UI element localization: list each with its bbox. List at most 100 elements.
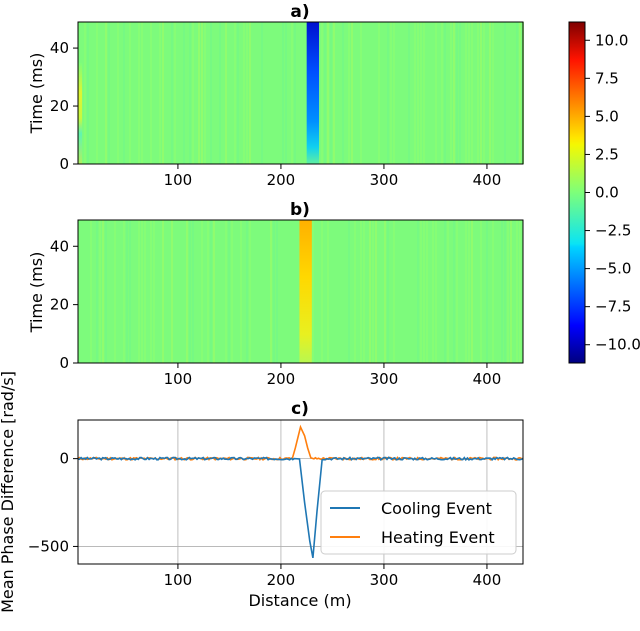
noise-stripe [87,22,89,164]
noise-stripe [477,22,479,164]
y-axis-label-c: Mean Phase Difference [rad/s] [0,371,17,613]
noise-stripe [108,22,110,164]
noise-stripe [447,220,449,363]
colorbar-tick-label: 2.5 [595,145,619,163]
noise-stripe [201,220,203,363]
noise-stripe [198,22,200,164]
noise-stripe [417,22,419,164]
noise-stripe [327,220,329,363]
noise-stripe [186,220,188,363]
noise-stripe [150,22,152,164]
x-tick-label: 100 [164,571,193,589]
noise-stripe [330,22,332,164]
noise-stripe [351,22,353,164]
noise-stripe [171,22,173,164]
noise-stripe [291,22,293,164]
noise-stripe [384,220,386,363]
noise-stripe [189,220,191,363]
noise-stripe [183,22,185,164]
heatmap-a-noise [84,22,524,164]
noise-stripe [519,22,521,164]
noise-stripe [204,22,206,164]
noise-stripe [456,22,458,164]
noise-stripe [426,220,428,363]
noise-stripe [423,22,425,164]
noise-stripe [444,22,446,164]
noise-stripe [312,220,314,363]
noise-stripe [123,22,125,164]
noise-stripe [375,220,377,363]
noise-stripe [465,220,467,363]
noise-stripe [369,220,371,363]
noise-stripe [354,220,356,363]
noise-stripe [453,22,455,164]
noise-stripe [372,220,374,363]
y-tick-label: 0 [59,354,69,372]
noise-stripe [519,220,521,363]
noise-stripe [96,22,98,164]
lineplot-c-frame [77,419,524,565]
noise-stripe [219,22,221,164]
noise-stripe [153,220,155,363]
noise-stripe [465,22,467,164]
legend-box [320,490,517,555]
noise-stripe [363,220,365,363]
x-tick-label: 400 [473,370,502,388]
x-ticks-b: 100 200 300 400 [164,363,502,388]
noise-stripe [105,22,107,164]
noise-stripe [507,220,509,363]
cooling-event-line [77,456,524,559]
noise-stripe [441,22,443,164]
heatmap-a-frame [77,21,524,165]
noise-stripe [453,220,455,363]
noise-stripe [468,22,470,164]
noise-stripe [171,220,173,363]
heatmap-b-frame [77,219,524,364]
noise-stripe [504,220,506,363]
noise-stripe [516,22,518,164]
noise-stripe [249,220,251,363]
noise-stripe [192,220,194,363]
panel-b-title: b) [290,200,310,220]
noise-stripe [348,22,350,164]
noise-stripe [393,220,395,363]
panel-c-title: c) [291,399,309,419]
noise-stripe [471,220,473,363]
y-ticks-a: 0 20 40 [50,39,78,173]
noise-stripe [105,220,107,363]
legend: Cooling Event Heating Event [320,490,517,555]
noise-stripe [225,220,227,363]
noise-stripe [333,22,335,164]
y-tick-label: 20 [50,296,69,314]
noise-stripe [243,22,245,164]
noise-stripe [294,22,296,164]
noise-stripe [159,22,161,164]
noise-stripe [210,220,212,363]
noise-stripe [432,220,434,363]
noise-stripe [282,22,284,164]
noise-stripe [360,22,362,164]
noise-stripe [201,22,203,164]
noise-stripe [348,220,350,363]
noise-stripe [285,22,287,164]
noise-stripe [90,220,92,363]
noise-stripe [420,22,422,164]
noise-stripe [210,22,212,164]
noise-stripe [228,220,230,363]
noise-stripe [96,220,98,363]
x-tick-label: 100 [164,370,193,388]
noise-stripe [129,220,131,363]
noise-stripe [450,22,452,164]
noise-stripe [390,22,392,164]
noise-stripe [249,22,251,164]
colorbar-tick-label: 7.5 [595,69,619,87]
noise-stripe [423,220,425,363]
noise-stripe [138,22,140,164]
noise-stripe [150,220,152,363]
noise-stripe [444,220,446,363]
x-tick-label: 300 [370,370,399,388]
noise-stripe [342,22,344,164]
colorbar-tick-label: 10.0 [595,31,628,49]
heatmap-b-noise [90,220,521,363]
y-tick-label: 0 [59,155,69,173]
